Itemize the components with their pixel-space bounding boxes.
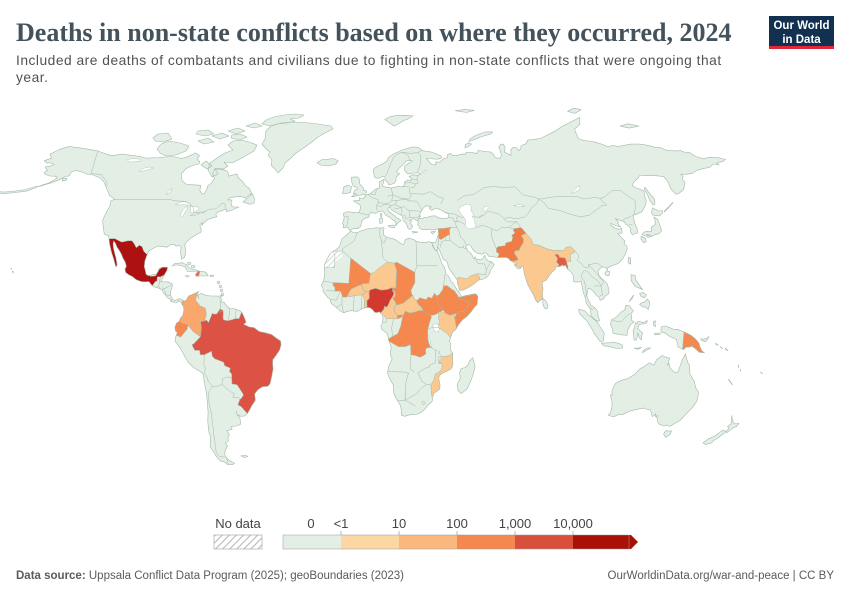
svg-text:0: 0 bbox=[307, 516, 314, 531]
svg-text:10: 10 bbox=[392, 516, 406, 531]
svg-text:<1: <1 bbox=[334, 516, 349, 531]
svg-text:100: 100 bbox=[446, 516, 468, 531]
svg-text:1,000: 1,000 bbox=[499, 516, 532, 531]
svg-text:10,000: 10,000 bbox=[553, 516, 593, 531]
svg-text:No data: No data bbox=[215, 516, 261, 531]
